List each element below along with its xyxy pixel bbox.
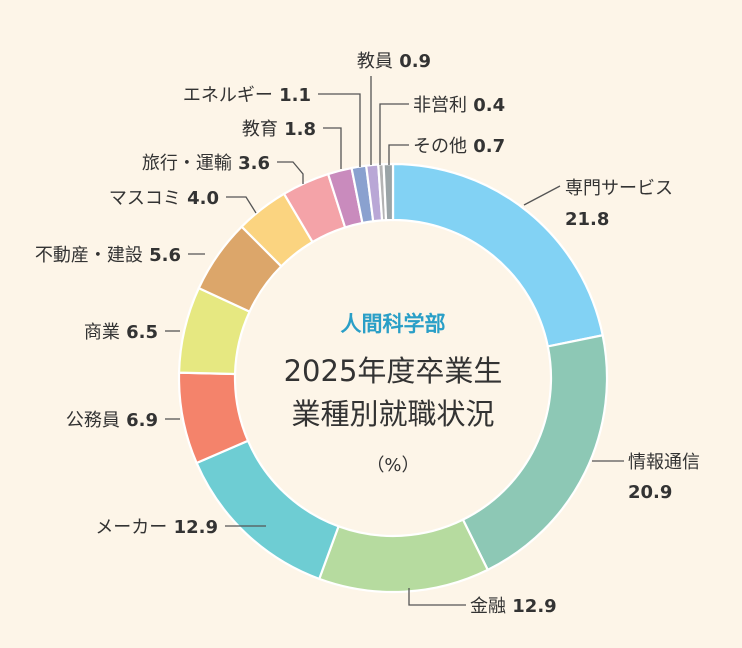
slice-value-1: 20.9 bbox=[628, 482, 672, 503]
slice-label-6: 不動産・建設 5.6 bbox=[35, 245, 181, 266]
slice-2 bbox=[317, 518, 490, 594]
slice-3 bbox=[195, 439, 340, 581]
leader-line-0 bbox=[523, 185, 561, 206]
leader-line-2 bbox=[408, 588, 466, 606]
chart-slices bbox=[177, 162, 609, 594]
slice-value-5: 6.5 bbox=[120, 322, 158, 343]
slice-label-8: 旅行・運輸 3.6 bbox=[142, 153, 270, 174]
slice-label-12: 非営利 0.4 bbox=[413, 95, 505, 116]
leader-line-13 bbox=[388, 144, 409, 165]
slice-label-1: 情報通信 bbox=[628, 452, 700, 473]
leader-line-12 bbox=[379, 103, 409, 165]
leader-line-8 bbox=[277, 161, 304, 184]
slice-label-10: エネルギー 1.1 bbox=[183, 85, 311, 106]
slice-value-0: 21.8 bbox=[565, 209, 609, 230]
slice-value-4: 6.9 bbox=[120, 410, 158, 431]
slice-value-2: 12.9 bbox=[506, 596, 557, 617]
leader-line-9 bbox=[323, 127, 342, 169]
slice-value-13: 0.7 bbox=[467, 136, 505, 157]
department-label: 人間科学部 bbox=[341, 312, 446, 336]
slice-label-3: メーカー 12.9 bbox=[95, 517, 218, 538]
slice-label-11: 教員 0.9 bbox=[357, 51, 431, 72]
slice-value-8: 3.6 bbox=[232, 153, 270, 174]
chart-title-line1: 2025年度卒業生 bbox=[284, 354, 503, 388]
slice-value-10: 1.1 bbox=[273, 85, 311, 106]
slice-value-11: 0.9 bbox=[393, 51, 431, 72]
slice-value-6: 5.6 bbox=[143, 245, 181, 266]
leader-line-10 bbox=[318, 93, 361, 167]
slice-value-7: 4.0 bbox=[181, 188, 219, 209]
chart-labels: 専門サービス 21.8 情報通信 20.9 金融 12.9 メーカー 12.9 公務員 6.… bbox=[35, 51, 700, 617]
slice-label-5: 商業 6.5 bbox=[84, 322, 158, 343]
slice-label-4: 公務員 6.9 bbox=[66, 410, 158, 431]
leader-line-7 bbox=[226, 196, 257, 214]
slice-label-13: その他 0.7 bbox=[413, 136, 505, 157]
slice-label-0: 専門サービス bbox=[565, 178, 673, 199]
slice-label-9: 教育 1.8 bbox=[242, 119, 316, 140]
slice-label-7: マスコミ 4.0 bbox=[109, 188, 219, 209]
chart-leader-lines bbox=[165, 76, 624, 606]
chart-title-line2: 業種別就職状況 bbox=[291, 397, 494, 431]
chart-center: 人間科学部 2025年度卒業生 業種別就職状況 （%） bbox=[284, 312, 503, 476]
slice-value-9: 1.8 bbox=[278, 119, 316, 140]
slice-value-3: 12.9 bbox=[167, 517, 218, 538]
unit-label: （%） bbox=[366, 455, 419, 476]
slice-value-12: 0.4 bbox=[467, 95, 505, 116]
slice-label-2: 金融 12.9 bbox=[470, 596, 557, 617]
slice-13 bbox=[382, 162, 395, 222]
